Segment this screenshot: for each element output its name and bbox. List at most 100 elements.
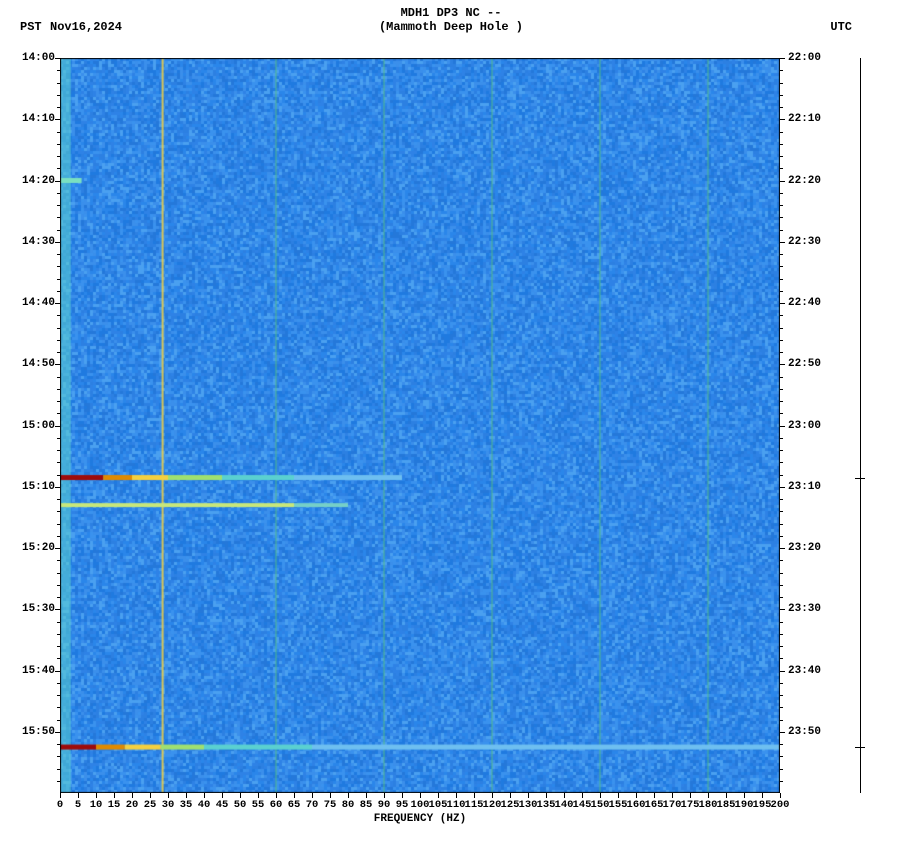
y-left-tick-label: 14:30 bbox=[15, 236, 55, 248]
tick-mark bbox=[780, 401, 783, 402]
tick-mark bbox=[57, 389, 60, 390]
tick-mark bbox=[312, 793, 313, 798]
x-tick-label: 180 bbox=[699, 799, 718, 811]
tick-mark bbox=[780, 413, 783, 414]
tick-mark bbox=[780, 720, 783, 721]
tick-mark bbox=[55, 181, 60, 182]
tick-mark bbox=[690, 793, 691, 798]
y-right-tick-label: 23:10 bbox=[788, 481, 821, 493]
tick-mark bbox=[55, 426, 60, 427]
tick-mark bbox=[57, 524, 60, 525]
tick-mark bbox=[57, 279, 60, 280]
tick-mark bbox=[57, 707, 60, 708]
tick-mark bbox=[150, 793, 151, 798]
tick-mark bbox=[780, 438, 783, 439]
tick-mark bbox=[348, 793, 349, 798]
tick-mark bbox=[780, 560, 783, 561]
tick-mark bbox=[780, 548, 785, 549]
tz-right-label: UTC bbox=[830, 20, 852, 34]
tick-mark bbox=[57, 168, 60, 169]
y-left-tick-label: 15:40 bbox=[15, 665, 55, 677]
tick-mark bbox=[57, 217, 60, 218]
tick-mark bbox=[582, 793, 583, 798]
x-tick-label: 15 bbox=[108, 799, 121, 811]
tick-mark bbox=[762, 793, 763, 798]
y-right-tick-label: 22:40 bbox=[788, 297, 821, 309]
tick-mark bbox=[57, 83, 60, 84]
tick-mark bbox=[780, 291, 783, 292]
y-left-tick-label: 15:20 bbox=[15, 542, 55, 554]
tick-mark bbox=[60, 793, 61, 798]
x-tick-label: 25 bbox=[144, 799, 157, 811]
y-left-tick-label: 15:00 bbox=[15, 420, 55, 432]
tick-mark bbox=[57, 683, 60, 684]
tick-mark bbox=[780, 119, 785, 120]
tick-mark bbox=[780, 475, 783, 476]
tick-mark bbox=[57, 499, 60, 500]
x-tick-label: 120 bbox=[483, 799, 502, 811]
tick-mark bbox=[780, 536, 783, 537]
x-tick-label: 165 bbox=[645, 799, 664, 811]
tick-mark bbox=[780, 70, 783, 71]
tick-mark bbox=[780, 83, 783, 84]
tick-mark bbox=[780, 487, 785, 488]
tick-mark bbox=[492, 793, 493, 798]
tick-mark bbox=[57, 756, 60, 757]
tick-mark bbox=[57, 193, 60, 194]
tick-mark bbox=[780, 340, 783, 341]
tick-mark bbox=[57, 634, 60, 635]
tick-mark bbox=[780, 511, 783, 512]
x-tick-label: 200 bbox=[771, 799, 790, 811]
tick-mark bbox=[780, 426, 785, 427]
tick-mark bbox=[330, 793, 331, 798]
tick-mark bbox=[55, 548, 60, 549]
x-tick-label: 50 bbox=[234, 799, 247, 811]
x-axis-label: FREQUENCY (HZ) bbox=[60, 813, 780, 825]
tick-mark bbox=[57, 475, 60, 476]
x-tick-label: 150 bbox=[591, 799, 610, 811]
tick-mark bbox=[57, 107, 60, 108]
tick-mark bbox=[57, 536, 60, 537]
x-tick-label: 40 bbox=[198, 799, 211, 811]
tick-mark bbox=[780, 597, 783, 598]
tick-mark bbox=[57, 585, 60, 586]
x-tick-label: 20 bbox=[126, 799, 139, 811]
tick-mark bbox=[780, 781, 783, 782]
x-tick-label: 65 bbox=[288, 799, 301, 811]
x-tick-label: 190 bbox=[735, 799, 754, 811]
tick-mark bbox=[168, 793, 169, 798]
x-tick-label: 35 bbox=[180, 799, 193, 811]
tick-mark bbox=[780, 107, 783, 108]
tick-mark bbox=[240, 793, 241, 798]
tick-mark bbox=[57, 352, 60, 353]
tick-mark bbox=[96, 793, 97, 798]
tick-mark bbox=[780, 205, 783, 206]
y-left-tick-label: 14:20 bbox=[15, 175, 55, 187]
x-tick-label: 160 bbox=[627, 799, 646, 811]
tick-mark bbox=[57, 315, 60, 316]
x-tick-label: 110 bbox=[447, 799, 466, 811]
tick-mark bbox=[114, 793, 115, 798]
x-tick-label: 0 bbox=[57, 799, 63, 811]
tick-mark bbox=[57, 377, 60, 378]
tick-mark bbox=[780, 266, 783, 267]
tick-mark bbox=[55, 242, 60, 243]
tick-mark bbox=[780, 230, 783, 231]
tick-mark bbox=[780, 793, 781, 798]
y-right-tick-label: 22:30 bbox=[788, 236, 821, 248]
tick-mark bbox=[600, 793, 601, 798]
tick-mark bbox=[204, 793, 205, 798]
x-tick-label: 125 bbox=[501, 799, 520, 811]
tick-mark bbox=[780, 242, 785, 243]
tick-mark bbox=[780, 683, 783, 684]
x-tick-label: 135 bbox=[537, 799, 556, 811]
tick-mark bbox=[780, 364, 785, 365]
tick-mark bbox=[57, 205, 60, 206]
tick-mark bbox=[55, 58, 60, 59]
tick-mark bbox=[780, 573, 783, 574]
tick-mark bbox=[57, 438, 60, 439]
x-tick-label: 175 bbox=[681, 799, 700, 811]
tick-mark bbox=[780, 671, 785, 672]
x-tick-label: 85 bbox=[360, 799, 373, 811]
tick-mark bbox=[55, 487, 60, 488]
